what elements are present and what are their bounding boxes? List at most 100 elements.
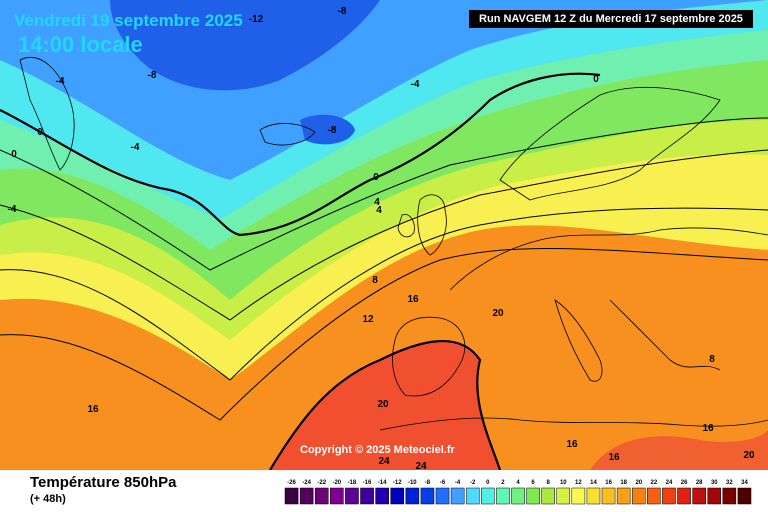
scale-swatch xyxy=(541,487,555,505)
scale-tick-label: 2 xyxy=(501,480,505,486)
scale-swatch xyxy=(375,487,389,505)
contour-label: -8 xyxy=(338,6,347,17)
contour-label: -4 xyxy=(56,76,65,87)
scale-tick-label: 24 xyxy=(666,480,673,486)
coastlines xyxy=(19,57,768,431)
contour-label: 16 xyxy=(608,452,620,463)
deep-blue-spot xyxy=(300,114,355,145)
isotherm-16 xyxy=(0,247,768,421)
lime-band xyxy=(0,120,768,340)
isotherm-20 xyxy=(269,340,502,470)
contour-label: 24 xyxy=(415,461,427,470)
scale-tick-label: 32 xyxy=(726,480,733,486)
scale-tick-label: -22 xyxy=(317,480,326,486)
greenland-coast xyxy=(19,57,75,171)
contour-label: 16 xyxy=(566,439,578,450)
scale-tick-label: 18 xyxy=(620,480,627,486)
scale-swatch xyxy=(556,487,571,505)
scale-tick-label: 28 xyxy=(696,480,703,486)
contour-label: 4 xyxy=(376,205,382,216)
scale-swatch xyxy=(360,487,374,505)
scale-swatch xyxy=(692,487,706,505)
isotherm-12 xyxy=(0,207,768,381)
contour-label: 20 xyxy=(492,308,504,319)
scale-tick-label: -8 xyxy=(425,480,431,486)
scale-swatch xyxy=(631,487,646,505)
scale-tick-label: -18 xyxy=(348,480,357,486)
contour-label: 8 xyxy=(372,275,378,286)
scale-swatch xyxy=(481,487,495,505)
scale-swatch xyxy=(450,487,465,505)
italy-coast xyxy=(554,299,603,382)
scale-tick-label: -2 xyxy=(470,480,476,486)
isotherms xyxy=(0,72,768,470)
scale-tick-label: 34 xyxy=(741,480,748,486)
scale-tick-label: -20 xyxy=(332,480,341,486)
contour-label: 20 xyxy=(377,399,389,410)
temperature-field xyxy=(0,0,768,470)
uk-coast xyxy=(417,194,447,256)
color-scale: -26 -24 -22 -20 -18 -16 -14 -12 -10 -8 -6 -4 -2 0 2 4 6 8… xyxy=(284,480,752,505)
contour-label: 20 xyxy=(743,450,755,461)
isotherm-8 xyxy=(0,149,768,321)
contour-label: 16 xyxy=(87,404,99,415)
scale-swatch xyxy=(299,487,314,505)
scale-swatch xyxy=(526,487,540,505)
contour-label: 8 xyxy=(709,354,715,365)
forecast-date: Vendredi 19 septembre 2025 xyxy=(14,11,243,30)
scale-tick-label: 22 xyxy=(651,480,658,486)
scale-swatch xyxy=(571,487,586,505)
contour-label: -12 xyxy=(249,14,264,25)
scale-swatch xyxy=(601,487,616,505)
iberia-coast xyxy=(392,316,466,397)
temperature-map: -12 -8 -8 -8 -4 -4 -4 -4 0 0 0 0 4 4 8 8… xyxy=(0,0,768,470)
scale-tick-label: 20 xyxy=(635,480,642,486)
scale-tick-label: 16 xyxy=(605,480,612,486)
scale-tick-label: -10 xyxy=(408,480,417,486)
scale-tick-label: 8 xyxy=(547,480,551,486)
contour-label: -4 xyxy=(131,142,140,153)
scale-swatch xyxy=(435,487,450,505)
isotherm-4 xyxy=(0,117,768,271)
scale-swatch xyxy=(405,487,420,505)
scale-swatch xyxy=(647,487,661,505)
scale-tick-label: 6 xyxy=(531,480,535,486)
scale-swatch xyxy=(722,487,737,505)
copyright-notice: Copyright © 2025 Meteociel.fr xyxy=(300,444,455,456)
deep-blue-core xyxy=(110,0,380,91)
forecast-time: 14:00 locale xyxy=(18,32,143,57)
scale-swatch xyxy=(737,487,752,505)
scale-swatch xyxy=(496,487,510,505)
contour-label: 0 xyxy=(593,74,599,85)
scale-swatch xyxy=(707,487,722,505)
scandinavia-coast xyxy=(499,87,721,201)
scale-swatch xyxy=(586,487,601,505)
balkans-coast xyxy=(609,299,721,371)
scale-tick-label: 14 xyxy=(590,480,597,486)
scale-swatch xyxy=(314,487,329,505)
scale-swatch xyxy=(616,487,631,505)
scale-tick-label: -4 xyxy=(455,480,461,486)
contour-label: -8 xyxy=(148,70,157,81)
scale-tick-label: 26 xyxy=(681,480,688,486)
contour-label: 0 xyxy=(11,149,17,160)
scale-tick-label: -26 xyxy=(287,480,296,486)
scale-tick-label: -24 xyxy=(302,480,311,486)
contour-label: 0 xyxy=(373,172,379,183)
scale-swatch xyxy=(390,487,405,505)
scale-tick-label: -12 xyxy=(393,480,402,486)
cyan-band xyxy=(0,0,768,220)
scale-tick-label: 12 xyxy=(575,480,582,486)
contour-label: -4 xyxy=(8,204,17,215)
scale-swatch xyxy=(420,487,435,505)
scale-swatch xyxy=(662,487,676,505)
contour-label: 24 xyxy=(378,456,390,467)
scale-tick-label: 10 xyxy=(560,480,567,486)
scale-swatch xyxy=(330,487,344,505)
contour-label: 16 xyxy=(407,294,419,305)
yellow-band xyxy=(0,154,768,380)
green-band xyxy=(0,60,768,300)
iceland-coast xyxy=(259,123,316,146)
scale-tick-label: 30 xyxy=(711,480,718,486)
